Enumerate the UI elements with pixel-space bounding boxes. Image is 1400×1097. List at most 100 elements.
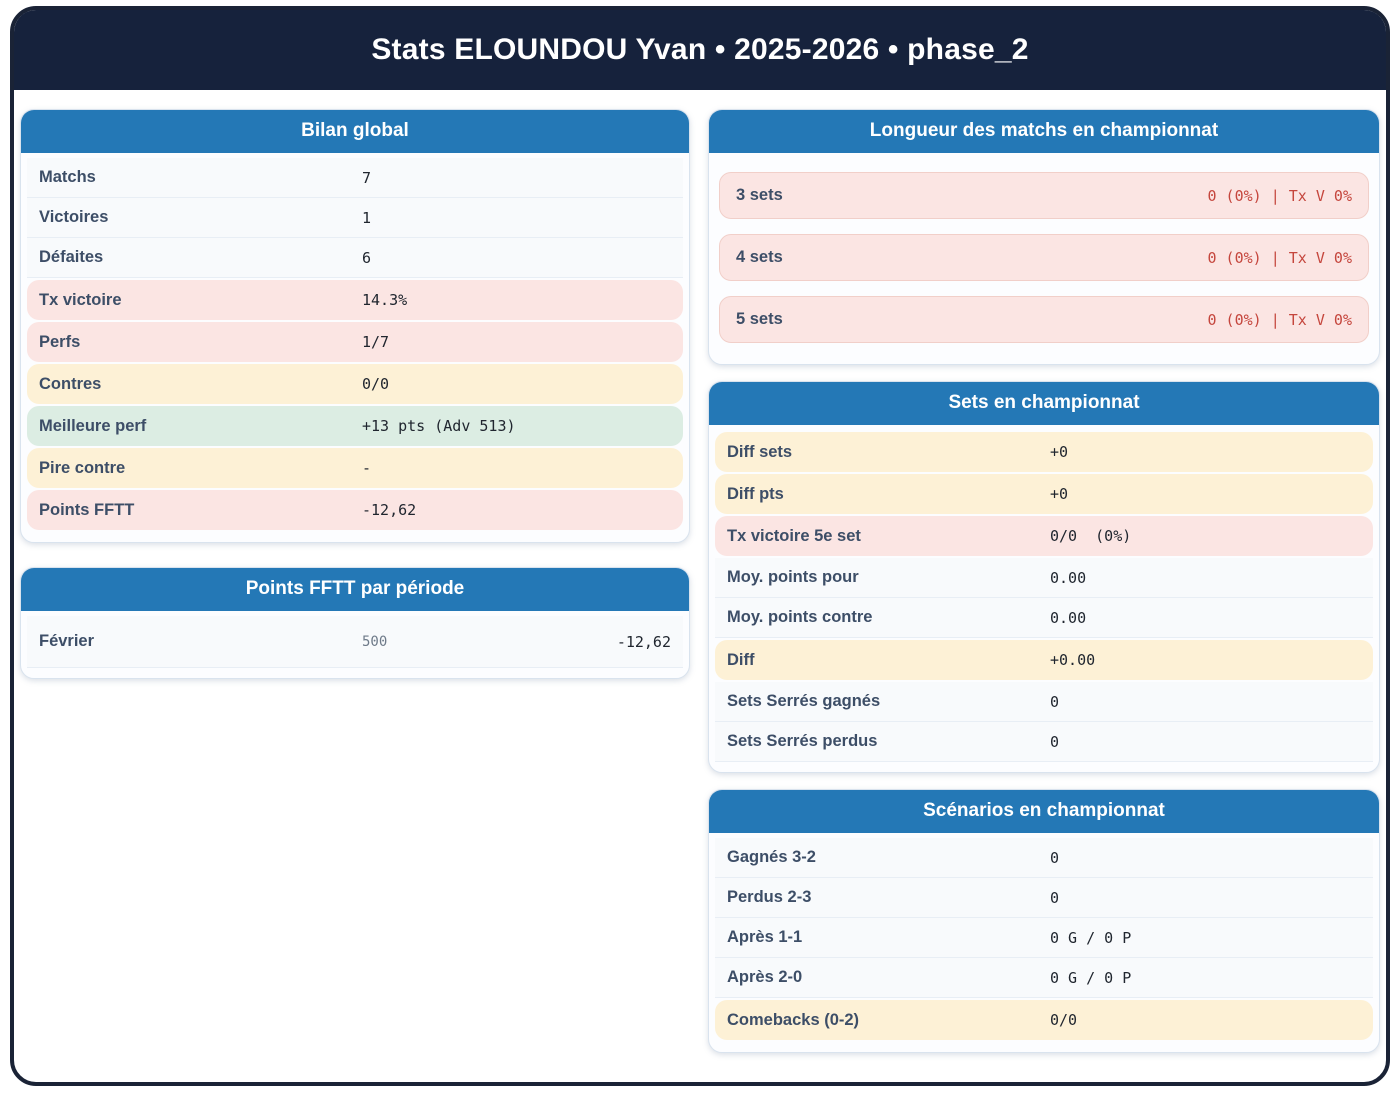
card-points-periode: Points FFTT par période Février 500 -12,…	[20, 567, 690, 679]
row-value: +0.00	[1050, 651, 1096, 669]
row-value: 0/0	[362, 375, 390, 393]
row-value: -12,62	[616, 632, 671, 651]
row-4-sets: 4 sets 0 (0%) | Tx V 0%	[719, 234, 1369, 281]
row-label: Contres	[39, 374, 102, 393]
row-label: Diff	[727, 650, 755, 669]
card-title: Sets en championnat	[709, 382, 1379, 425]
card-title: Longueur des matchs en championnat	[709, 110, 1379, 153]
row-label: 3 sets	[736, 186, 783, 204]
left-column: Bilan global Matchs 7 Victoires 1 Défait…	[20, 109, 690, 679]
page-frame: Stats ELOUNDOU Yvan • 2025-2026 • phase_…	[10, 6, 1390, 1086]
row-value: 0/0	[1050, 1011, 1078, 1029]
row-victoires: Victoires 1	[27, 198, 683, 238]
row-value: 0	[1050, 732, 1060, 751]
row-label: Défaites	[39, 248, 104, 266]
row-label: Comebacks (0-2)	[727, 1010, 860, 1029]
row-value: 0	[1050, 848, 1060, 867]
page-title: Stats ELOUNDOU Yvan • 2025-2026 • phase_…	[371, 33, 1029, 66]
card-longueur-matchs: Longueur des matchs en championnat 3 set…	[708, 109, 1380, 365]
row-value: 6	[362, 248, 372, 267]
row-value: 7	[362, 168, 372, 187]
row-contres: Contres 0/0	[27, 364, 683, 404]
row-label: Moy. points contre	[727, 608, 873, 626]
row-3-sets: 3 sets 0 (0%) | Tx V 0%	[719, 172, 1369, 219]
row-value: 0	[1050, 888, 1060, 907]
row-diff-pts: Diff pts +0	[715, 474, 1373, 514]
row-value: +0	[1050, 443, 1069, 461]
row-diff: Diff +0.00	[715, 640, 1373, 680]
row-label: Gagnés 3-2	[727, 848, 816, 866]
row-perdus-2-3: Perdus 2-3 0	[715, 878, 1373, 918]
row-value: +0	[1050, 485, 1069, 503]
row-sets-serres-gagnes: Sets Serrés gagnés 0	[715, 682, 1373, 722]
row-value: 0.00	[1050, 608, 1087, 627]
row-label: Points FFTT	[39, 500, 135, 519]
row-sets-serres-perdus: Sets Serrés perdus 0	[715, 722, 1373, 762]
row-value: 0 (0%) | Tx V 0%	[1207, 248, 1353, 267]
row-moy-points-pour: Moy. points pour 0.00	[715, 558, 1373, 598]
row-fevrier: Février 500 -12,62	[27, 616, 683, 668]
row-value: 0/0 (0%)	[1050, 527, 1132, 545]
row-label: Moy. points pour	[727, 568, 859, 586]
row-value: 1	[362, 208, 372, 227]
row-label: 5 sets	[736, 310, 783, 328]
row-value: 0.00	[1050, 568, 1087, 587]
card-body: Gagnés 3-2 0 Perdus 2-3 0 Après 1-1 0 G …	[709, 833, 1379, 1052]
card-body: Février 500 -12,62	[21, 611, 689, 678]
card-body: 3 sets 0 (0%) | Tx V 0% 4 sets 0 (0%) | …	[709, 153, 1379, 364]
content-area: Bilan global Matchs 7 Victoires 1 Défait…	[14, 90, 1386, 1053]
row-value: 14.3%	[362, 291, 408, 309]
card-title: Points FFTT par période	[21, 568, 689, 611]
row-label: Meilleure perf	[39, 416, 147, 435]
row-label: Après 1-1	[727, 928, 803, 946]
row-apres-1-1: Après 1-1 0 G / 0 P	[715, 918, 1373, 958]
card-title: Bilan global	[21, 110, 689, 153]
row-apres-2-0: Après 2-0 0 G / 0 P	[715, 958, 1373, 998]
row-pire-contre: Pire contre -	[27, 448, 683, 488]
row-tx-victoire-5e-set: Tx victoire 5e set 0/0 (0%)	[715, 516, 1373, 556]
card-scenarios-championnat: Scénarios en championnat Gagnés 3-2 0 Pe…	[708, 789, 1380, 1053]
row-label: 4 sets	[736, 248, 783, 266]
card-body: Matchs 7 Victoires 1 Défaites 6 Tx victo…	[21, 153, 689, 542]
row-label: Sets Serrés perdus	[727, 732, 878, 750]
right-column: Longueur des matchs en championnat 3 set…	[708, 109, 1380, 1053]
row-value: +13 pts (Adv 513)	[362, 417, 516, 435]
row-label: Février	[39, 632, 95, 650]
row-meilleure-perf: Meilleure perf +13 pts (Adv 513)	[27, 406, 683, 446]
row-label: Tx victoire 5e set	[727, 526, 861, 545]
row-value: 0 (0%) | Tx V 0%	[1207, 310, 1353, 329]
row-value: 0 G / 0 P	[1050, 928, 1132, 947]
card-bilan-global: Bilan global Matchs 7 Victoires 1 Défait…	[20, 109, 690, 543]
row-label: Après 2-0	[727, 968, 803, 986]
row-value: -	[362, 459, 372, 477]
row-defaites: Défaites 6	[27, 238, 683, 278]
row-value: -12,62	[362, 501, 417, 519]
row-moy-points-contre: Moy. points contre 0.00	[715, 598, 1373, 638]
row-value: 1/7	[362, 333, 390, 351]
row-label: Diff sets	[727, 442, 793, 461]
row-label: Perdus 2-3	[727, 888, 812, 906]
row-label: Diff pts	[727, 484, 784, 503]
row-label: Perfs	[39, 332, 81, 351]
row-gagnes-3-2: Gagnés 3-2 0	[715, 838, 1373, 878]
row-label: Sets Serrés gagnés	[727, 692, 881, 710]
row-tx-victoire: Tx victoire 14.3%	[27, 280, 683, 320]
row-label: Tx victoire	[39, 290, 122, 309]
row-value: 0 G / 0 P	[1050, 968, 1132, 987]
card-sets-championnat: Sets en championnat Diff sets +0 Diff pt…	[708, 381, 1380, 773]
row-value: 0 (0%) | Tx V 0%	[1207, 186, 1353, 205]
row-label: Matchs	[39, 168, 96, 186]
card-title: Scénarios en championnat	[709, 790, 1379, 833]
row-value: 0	[1050, 692, 1060, 711]
row-comebacks-0-2: Comebacks (0-2) 0/0	[715, 1000, 1373, 1040]
card-body: Diff sets +0 Diff pts +0 Tx victoire 5e …	[709, 425, 1379, 772]
row-diff-sets: Diff sets +0	[715, 432, 1373, 472]
row-label: Victoires	[39, 208, 109, 226]
row-matchs: Matchs 7	[27, 158, 683, 198]
row-perfs: Perfs 1/7	[27, 322, 683, 362]
row-start-points: 500	[362, 633, 388, 650]
page-header: Stats ELOUNDOU Yvan • 2025-2026 • phase_…	[14, 10, 1386, 90]
row-label: Pire contre	[39, 458, 126, 477]
row-points-fftt: Points FFTT -12,62	[27, 490, 683, 530]
row-5-sets: 5 sets 0 (0%) | Tx V 0%	[719, 296, 1369, 343]
